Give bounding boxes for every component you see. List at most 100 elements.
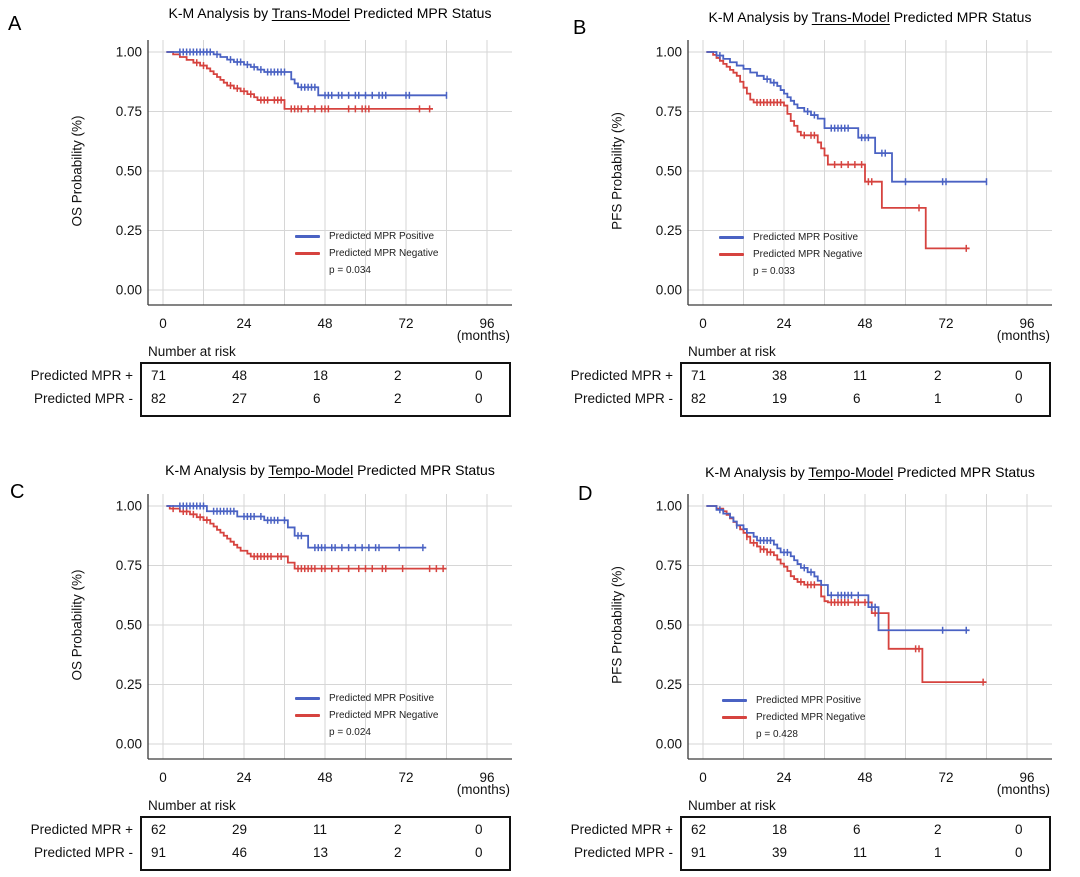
risk-count: 82: [691, 391, 707, 406]
km-plot: 1.00 0.75 0.50 0.25 0.00 0 24 48 72 96: [656, 40, 1052, 331]
risk-count: 91: [691, 845, 707, 860]
risk-count: 11: [853, 845, 868, 860]
panel-c: C K-M Analysis by Tempo-Model Predicted …: [0, 454, 540, 877]
p-value: p = 0.428: [756, 729, 798, 740]
p-value: p = 0.033: [753, 266, 795, 277]
risk-count: 13: [313, 845, 329, 860]
y-tick-label: 1.00: [656, 45, 682, 60]
x-tick-label: 24: [776, 770, 792, 785]
legend-line-negative-icon: [722, 716, 747, 719]
risk-count: 91: [151, 845, 167, 860]
x-tick-label: 24: [236, 316, 252, 331]
legend-label-positive: Predicted MPR Positive: [753, 232, 859, 243]
risk-count: 11: [313, 822, 328, 837]
risk-count: 71: [691, 368, 707, 383]
legend-line-negative-icon: [295, 714, 320, 717]
title-suffix: Predicted MPR Status: [893, 464, 1035, 480]
risk-table: Predicted MPR +62 18 6 2 0 Predicted MPR -91 3…: [540, 454, 1080, 877]
panel-label: B: [573, 17, 587, 39]
y-tick-label: 0.75: [656, 104, 682, 119]
title-prefix: K-M Analysis by: [168, 5, 272, 21]
risk-count: 0: [475, 845, 483, 860]
risk-table-box: [140, 816, 511, 871]
risk-row-label: Predicted MPR +: [570, 368, 673, 383]
y-tick-label: 0.25: [656, 677, 682, 692]
risk-count: 71: [151, 368, 167, 383]
chart-title: K-M Analysis by Trans-Model Predicted MP…: [130, 5, 530, 21]
x-tick-label: 72: [938, 770, 953, 785]
title-model-underlined: Tempo-Model: [808, 464, 894, 480]
km-curve-negative: [166, 51, 433, 110]
risk-count: 0: [475, 822, 483, 837]
risk-count: 29: [232, 822, 248, 837]
y-tick-label: 0.50: [116, 164, 142, 179]
y-tick-label: 0.75: [116, 104, 142, 119]
risk-count: 18: [313, 368, 329, 383]
legend-label-positive: Predicted MPR Positive: [756, 695, 862, 706]
y-tick-label: 0.00: [116, 283, 142, 298]
risk-count: 0: [1015, 368, 1023, 383]
y-tick-label: 0.00: [656, 283, 682, 298]
panel-a: A K-M Analysis by Trans-Model Predicted …: [0, 0, 540, 440]
legend-row-negative: Predicted MPR Negative: [295, 707, 439, 724]
risk-count: 6: [853, 391, 861, 406]
x-tick-label: 96: [479, 316, 494, 331]
legend: Predicted MPR Positive Predicted MPR Neg…: [722, 692, 866, 743]
y-tick-label: 0.50: [656, 164, 682, 179]
risk-count: 27: [232, 391, 248, 406]
title-suffix: Predicted MPR Status: [353, 462, 495, 478]
legend-line-negative-icon: [295, 252, 320, 255]
risk-count: 18: [772, 822, 788, 837]
panel-label: D: [578, 483, 593, 505]
x-tick-label: 72: [398, 770, 413, 785]
risk-row-label: Predicted MPR +: [30, 822, 133, 837]
chart-title: K-M Analysis by Tempo-Model Predicted MP…: [670, 464, 1070, 480]
legend-label-negative: Predicted MPR Negative: [329, 248, 439, 259]
y-tick-label: 1.00: [116, 499, 142, 514]
title-suffix: Predicted MPR Status: [349, 5, 492, 21]
risk-count: 6: [313, 391, 321, 406]
title-prefix: K-M Analysis by: [165, 462, 269, 478]
risk-table-title: Number at risk: [688, 798, 776, 813]
y-tick-label: 1.00: [116, 45, 142, 60]
risk-count: 6: [853, 822, 861, 837]
risk-count: 2: [934, 368, 942, 383]
legend: Predicted MPR Positive Predicted MPR Neg…: [719, 229, 863, 280]
km-plot: 1.00 0.75 0.50 0.25 0.00 0 24 48 72 96: [116, 40, 512, 331]
risk-row-label: Predicted MPR -: [33, 845, 133, 860]
p-value: p = 0.024: [329, 727, 371, 738]
legend-label-positive: Predicted MPR Positive: [329, 231, 435, 242]
x-axis-unit: (months): [456, 328, 510, 343]
chart-title: K-M Analysis by Trans-Model Predicted MP…: [670, 9, 1070, 25]
legend-line-positive-icon: [719, 236, 744, 239]
title-suffix: Predicted MPR Status: [889, 9, 1032, 25]
legend-row-negative: Predicted MPR Negative: [719, 246, 863, 263]
km-curve-positive: [166, 505, 427, 549]
risk-count: 2: [394, 368, 402, 383]
x-tick-label: 24: [776, 316, 792, 331]
y-tick-label: 0.50: [656, 618, 682, 633]
legend-row-pvalue: p = 0.033: [719, 263, 863, 280]
legend-line-positive-icon: [722, 699, 747, 702]
legend-label-negative: Predicted MPR Negative: [329, 710, 439, 721]
x-tick-label: 48: [317, 316, 332, 331]
legend-line-positive-icon: [295, 235, 320, 238]
risk-row-label: Predicted MPR -: [33, 391, 133, 406]
risk-table-box: [140, 362, 511, 417]
legend-line-positive-icon: [295, 697, 320, 700]
risk-count: 1: [934, 845, 942, 860]
legend-row-positive: Predicted MPR Positive: [295, 228, 439, 245]
panel-b: B K-M Analysis by Trans-Model Predicted …: [540, 0, 1080, 440]
risk-count: 2: [394, 822, 402, 837]
x-tick-label: 24: [236, 770, 252, 785]
x-tick-label: 48: [857, 316, 872, 331]
risk-count: 0: [475, 391, 483, 406]
risk-count: 19: [772, 391, 788, 406]
risk-count: 46: [232, 845, 248, 860]
risk-count: 62: [151, 822, 167, 837]
legend-row-pvalue: p = 0.034: [295, 262, 439, 279]
x-tick-label: 96: [1019, 316, 1034, 331]
x-tick-label: 48: [317, 770, 332, 785]
y-tick-label: 0.75: [656, 558, 682, 573]
x-tick-label: 72: [398, 316, 413, 331]
